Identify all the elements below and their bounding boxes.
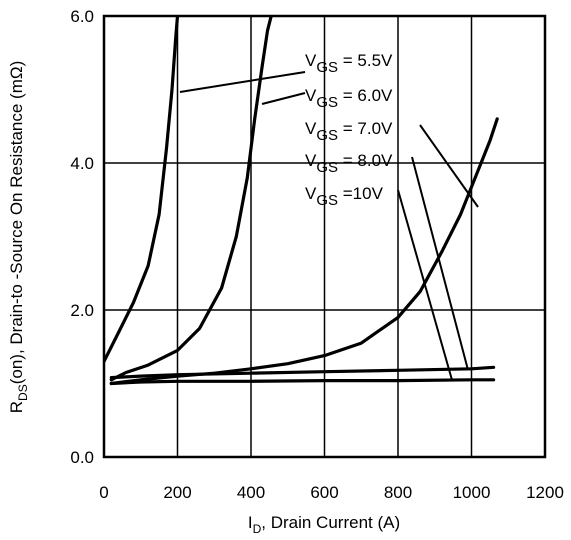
leader-line-2: [262, 93, 305, 104]
y-tick-label: 2.0: [70, 301, 94, 320]
tick-labels: 0 200 400 600 800 1000 1200 0.0 2.0 4.0 6.0: [70, 7, 564, 502]
series-label-2: VGS = 6.0V: [305, 86, 393, 111]
series-label-4: VGS = 8.0V: [305, 151, 393, 176]
x-axis-label: ID, Drain Current (A): [248, 513, 400, 536]
y-tick-label: 4.0: [70, 154, 94, 173]
series-line-5: [111, 380, 493, 384]
x-tick-label: 400: [237, 483, 265, 502]
x-tick-label: 800: [384, 483, 412, 502]
grid: [104, 16, 545, 457]
series-label-5: VGS =10V: [305, 184, 384, 209]
leader-line-5: [398, 190, 452, 380]
series-label-1: VGS = 5.5V: [305, 51, 393, 76]
x-tick-label: 1000: [453, 483, 491, 502]
y-tick-label: 0.0: [70, 448, 94, 467]
leader-lines: [180, 72, 478, 380]
leader-line-1: [180, 72, 305, 92]
series-labels: VGS = 5.5V VGS = 6.0V VGS = 7.0V VGS = 8.0V…: [305, 51, 393, 209]
y-tick-label: 6.0: [70, 7, 94, 26]
series-line-2: [111, 16, 271, 380]
leader-line-3: [420, 125, 478, 207]
x-tick-label: 1200: [526, 483, 564, 502]
x-tick-label: 200: [163, 483, 191, 502]
series-line-4: [111, 367, 493, 377]
series-label-3: VGS = 7.0V: [305, 119, 393, 144]
x-tick-label: 0: [99, 483, 108, 502]
x-tick-label: 600: [310, 483, 338, 502]
y-axis-label: RDS(on), Drain-to -Source On Resistance …: [7, 61, 30, 413]
